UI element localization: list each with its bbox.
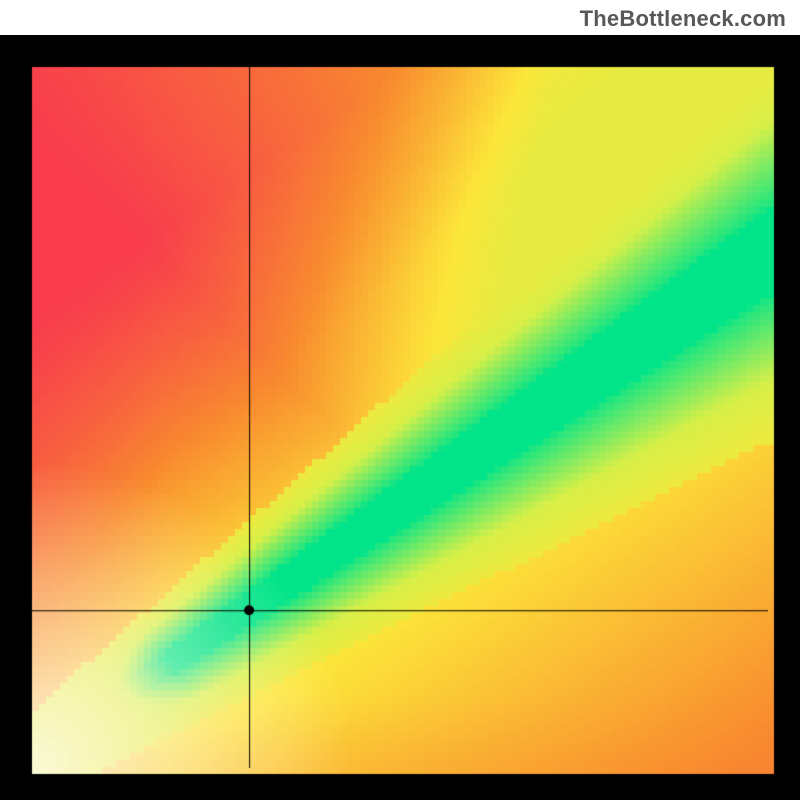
chart-container: TheBottleneck.com (0, 0, 800, 800)
attribution-text: TheBottleneck.com (580, 6, 786, 32)
bottleneck-heatmap (0, 35, 800, 800)
